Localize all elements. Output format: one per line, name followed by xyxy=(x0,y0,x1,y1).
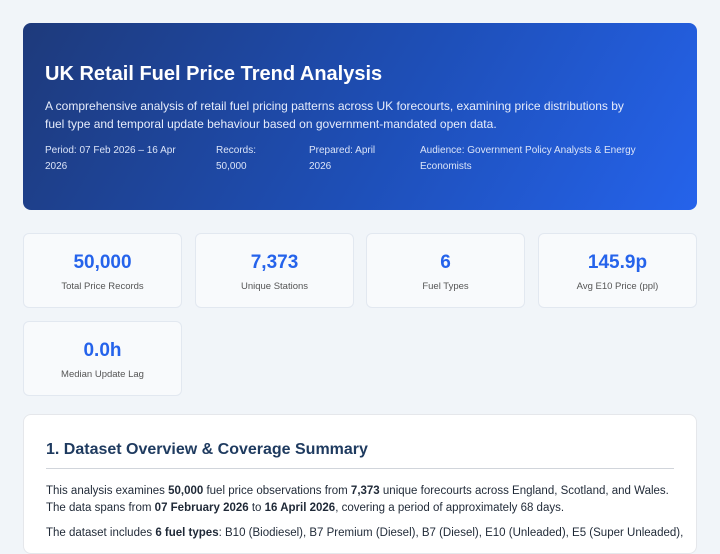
kpi-value: 6 xyxy=(440,252,451,273)
kpi-label: Total Price Records xyxy=(61,281,144,292)
meta-item: Audience: Government Policy Analysts & E… xyxy=(420,145,636,172)
text: unique forecourts across England, Scotla… xyxy=(46,485,669,514)
kpi-value: 7,373 xyxy=(250,252,299,273)
kpi-label: Unique Stations xyxy=(240,281,309,292)
section-body: This analysis examines 50,000 fuel price… xyxy=(46,483,683,542)
text: This analysis examines xyxy=(46,485,169,497)
kpi-card: 7,373 Unique Stations xyxy=(195,233,354,308)
bold-text: 7,373 xyxy=(350,485,380,497)
section-card: 1. Dataset Overview & Coverage Summary T… xyxy=(23,414,697,554)
bold-text: 16 April 2026 xyxy=(264,502,336,514)
kpi-label: Avg E10 Price (ppl) xyxy=(576,281,659,292)
kpi-card: 50,000 Total Price Records xyxy=(23,233,182,308)
report-header: UK Retail Fuel Price Trend Analysis A co… xyxy=(23,23,697,210)
text: : B10 (Biodiesel), B7 Premium (Diesel), … xyxy=(218,527,684,539)
kpi-card: 145.9p Avg E10 Price (ppl) xyxy=(538,233,697,308)
report-description: A comprehensive analysis of retail fuel … xyxy=(45,99,624,131)
kpi-label: Fuel Types xyxy=(422,281,469,292)
bold-text: 6 fuel types xyxy=(155,527,219,539)
text: fuel price observations from xyxy=(203,485,351,497)
kpi-value: 0.0h xyxy=(83,340,122,361)
kpi-label: Median Update Lag xyxy=(61,369,144,380)
report-meta: Period: 07 Feb 2026 – 16 Apr 2026 Records… xyxy=(45,143,675,175)
meta-item: Period: 07 Feb 2026 – 16 Apr 2026 xyxy=(45,145,176,172)
text: The dataset includes xyxy=(46,527,156,539)
kpi-card: 0.0h Median Update Lag xyxy=(23,321,182,396)
bold-text: 50,000 xyxy=(168,485,204,497)
meta-item: Records: 50,000 xyxy=(216,145,257,172)
kpi-value: 145.9p xyxy=(587,252,648,273)
text: to xyxy=(248,502,265,514)
meta-item: Prepared: April 2026 xyxy=(309,145,376,172)
paragraph: The dataset includes 6 fuel types: B10 (… xyxy=(46,525,683,542)
kpi-card: 6 Fuel Types xyxy=(366,233,525,308)
bold-text: 07 February 2026 xyxy=(154,502,249,514)
paragraph: This analysis examines 50,000 fuel price… xyxy=(46,483,674,517)
page: {"header": {"title": "UK Retail Fuel Pri… xyxy=(23,23,697,554)
section-heading: 1. Dataset Overview & Coverage Summary xyxy=(46,440,674,469)
report-title: UK Retail Fuel Price Trend Analysis xyxy=(45,63,383,85)
kpi-value: 50,000 xyxy=(73,252,132,273)
text: , covering a period of approximately 68 … xyxy=(335,502,565,514)
